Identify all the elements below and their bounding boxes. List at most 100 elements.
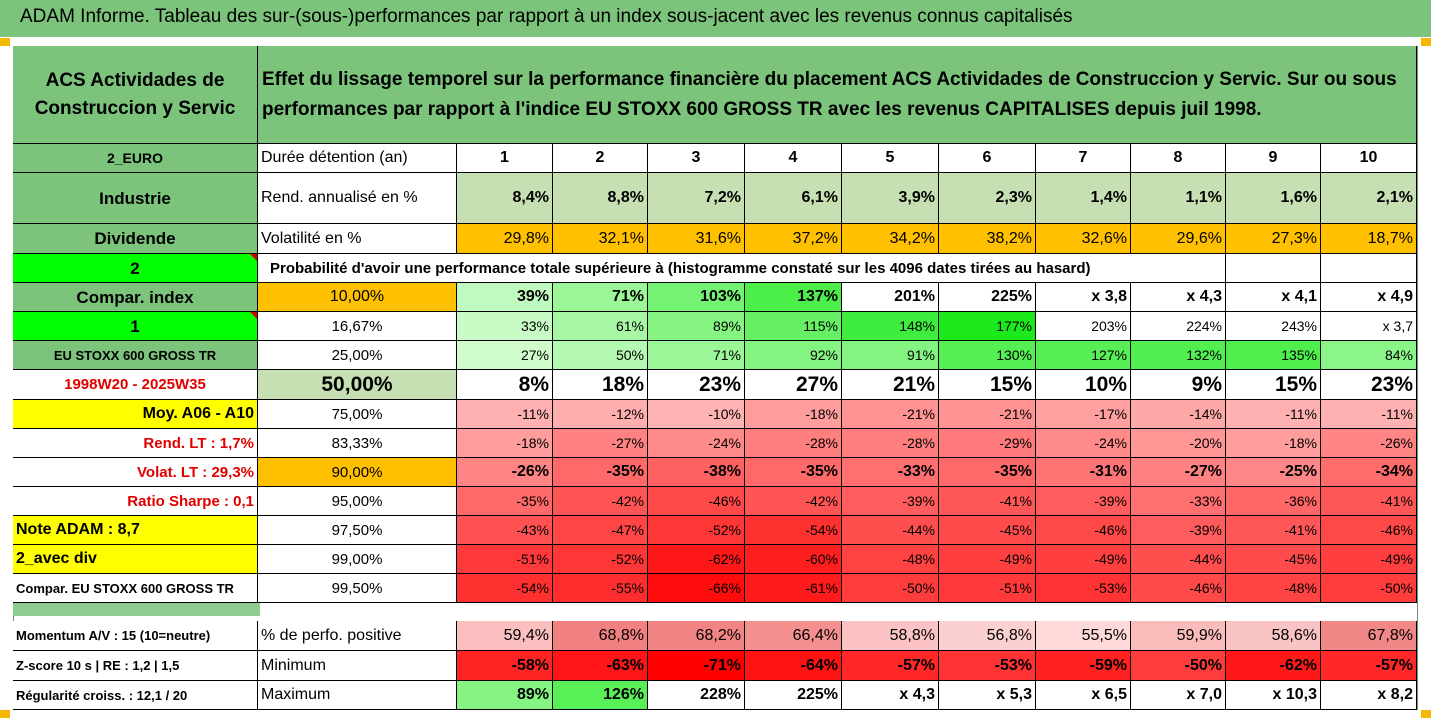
positive-value: 67,8% xyxy=(1321,621,1417,651)
quantile-label: 83,33% xyxy=(258,429,457,458)
quantile-value: -18% xyxy=(1226,429,1321,458)
corner-marker xyxy=(1421,710,1431,718)
quantile-value: 115% xyxy=(745,312,842,341)
year-header: 3 xyxy=(648,144,745,173)
quantile-value: 127% xyxy=(1036,341,1131,370)
volat-value: 18,7% xyxy=(1321,224,1417,254)
quantile-value: 23% xyxy=(648,370,745,400)
quantile-value: -46% xyxy=(1131,574,1226,603)
quantile-value: 23% xyxy=(1321,370,1417,400)
quantile-value: 89% xyxy=(648,312,745,341)
positive-value: 59,9% xyxy=(1131,621,1226,651)
positive-value: 59,4% xyxy=(457,621,553,651)
quantile-value: x 4,1 xyxy=(1226,283,1321,312)
quantile-value: -11% xyxy=(1226,400,1321,429)
moy-label: Moy. A06 - A10 xyxy=(13,400,258,429)
quantile-label: 95,00% xyxy=(258,487,457,516)
note-label: Note ADAM : 8,7 xyxy=(13,516,258,545)
quantile-value: -36% xyxy=(1226,487,1321,516)
quantile-value: 203% xyxy=(1036,312,1131,341)
minimum-value: -50% xyxy=(1131,651,1226,681)
quantile-value: -61% xyxy=(745,574,842,603)
quantile-value: -46% xyxy=(1321,516,1417,545)
title-bar: ADAM Informe. Tableau des sur-(sous-)per… xyxy=(0,0,1431,37)
quantile-value: 91% xyxy=(842,341,939,370)
quantile-label: 16,67% xyxy=(258,312,457,341)
quantile-value: -44% xyxy=(1131,545,1226,574)
quantile-value: -54% xyxy=(457,574,553,603)
year-header: 9 xyxy=(1226,144,1321,173)
rend-label: Rend. annualisé en % xyxy=(258,173,457,224)
quantile-value: -52% xyxy=(553,545,648,574)
quantile-value: 148% xyxy=(842,312,939,341)
volat-value: 27,3% xyxy=(1226,224,1321,254)
avec-div-label: 2_avec div xyxy=(13,545,258,574)
duree-label: Durée détention (an) xyxy=(258,144,457,173)
quantile-value: -44% xyxy=(842,516,939,545)
volat-value: 29,8% xyxy=(457,224,553,254)
quantile-value: -27% xyxy=(1131,458,1226,487)
quantile-value: -17% xyxy=(1036,400,1131,429)
quantile-value: -49% xyxy=(939,545,1036,574)
volat-value: 34,2% xyxy=(842,224,939,254)
quantile-value: -11% xyxy=(1321,400,1417,429)
quantile-value: -45% xyxy=(939,516,1036,545)
rend-value: 7,2% xyxy=(648,173,745,224)
quantile-value: 18% xyxy=(553,370,648,400)
quantile-value: -43% xyxy=(457,516,553,545)
quantile-value: 201% xyxy=(842,283,939,312)
quantile-value: -42% xyxy=(745,487,842,516)
year-header: 10 xyxy=(1321,144,1417,173)
minimum-value: -71% xyxy=(648,651,745,681)
quantile-value: 8% xyxy=(457,370,553,400)
quantile-value: 9% xyxy=(1131,370,1226,400)
quantile-value: -29% xyxy=(939,429,1036,458)
minimum-value: -53% xyxy=(939,651,1036,681)
minimum-value: -59% xyxy=(1036,651,1131,681)
positive-value: 55,5% xyxy=(1036,621,1131,651)
volat-value: 29,6% xyxy=(1131,224,1226,254)
sharpe-label: Ratio Sharpe : 0,1 xyxy=(13,487,258,516)
quantile-value: -48% xyxy=(842,545,939,574)
quantile-value: 39% xyxy=(457,283,553,312)
level2-label: 1 xyxy=(13,312,258,341)
quantile-value: 225% xyxy=(939,283,1036,312)
report-description: Effet du lissage temporel sur la perform… xyxy=(258,46,1417,144)
quantile-label: 99,00% xyxy=(258,545,457,574)
quantile-value: x 3,8 xyxy=(1036,283,1131,312)
year-header: 7 xyxy=(1036,144,1131,173)
quantile-value: -28% xyxy=(745,429,842,458)
quantile-value: 132% xyxy=(1131,341,1226,370)
quantile-value: -50% xyxy=(842,574,939,603)
positive-value: 58,8% xyxy=(842,621,939,651)
quantile-value: -41% xyxy=(939,487,1036,516)
quantile-value: -41% xyxy=(1226,516,1321,545)
quantile-value: 224% xyxy=(1131,312,1226,341)
quantile-value: 15% xyxy=(1226,370,1321,400)
compar-full-label: Compar. EU STOXX 600 GROSS TR xyxy=(13,574,258,603)
quantile-value: -24% xyxy=(648,429,745,458)
sector-label: Industrie xyxy=(13,173,258,224)
quantile-value: 50% xyxy=(553,341,648,370)
rend-value: 1,1% xyxy=(1131,173,1226,224)
proba-label: Probabilité d'avoir une performance tota… xyxy=(258,254,1226,283)
quantile-value: x 4,3 xyxy=(1131,283,1226,312)
quantile-value: -24% xyxy=(1036,429,1131,458)
quantile-value: 130% xyxy=(939,341,1036,370)
corner-marker xyxy=(1421,38,1431,46)
company-name: ACS Actividades de Construccion y Servic xyxy=(13,46,258,144)
quantile-value: -33% xyxy=(1131,487,1226,516)
maximum-value: x 5,3 xyxy=(939,681,1036,710)
quantile-value: -12% xyxy=(553,400,648,429)
quantile-value: -51% xyxy=(939,574,1036,603)
positive-value: 58,6% xyxy=(1226,621,1321,651)
quantile-value: -18% xyxy=(745,400,842,429)
dividend-label: Dividende xyxy=(13,224,258,254)
rend-value: 1,6% xyxy=(1226,173,1321,224)
quantile-value: -39% xyxy=(842,487,939,516)
rend-value: 2,3% xyxy=(939,173,1036,224)
quantile-value: x 4,9 xyxy=(1321,283,1417,312)
quantile-value: -14% xyxy=(1131,400,1226,429)
maximum-value: 228% xyxy=(648,681,745,710)
